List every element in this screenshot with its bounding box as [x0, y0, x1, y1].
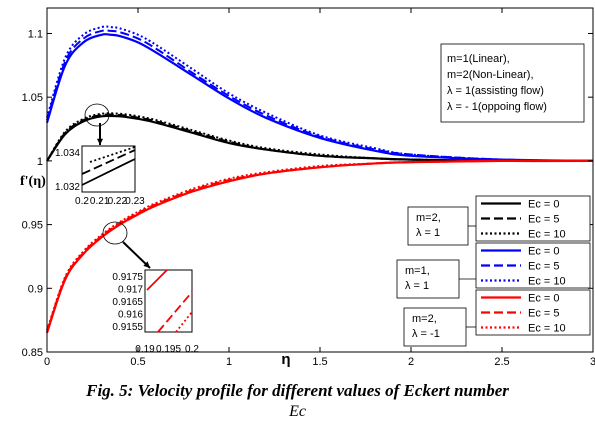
zoom-circle-2 [102, 221, 128, 245]
legend-label-7: Ec = 0 [528, 293, 560, 305]
x-tick-label-4: 2 [408, 356, 414, 368]
annotation-line-1: m=1(Linear), [447, 53, 510, 65]
series-line-6 [46, 25, 594, 162]
x-tick-label-5: 2.5 [494, 356, 509, 368]
inset-1-line-3 [89, 146, 136, 163]
zoom-circle-1 [84, 103, 110, 127]
group-label-box-3 [403, 307, 467, 347]
legend-label-5: Ec = 5 [528, 261, 560, 273]
legend-label-8: Ec = 5 [528, 308, 560, 320]
legend-label-6: Ec = 10 [528, 276, 566, 288]
y-tick-label-1: 0.9 [28, 283, 43, 295]
y-tick-label-0: 0.85 [22, 347, 43, 359]
x-tick-label-1: 0.5 [130, 356, 145, 368]
series-line-3 [46, 112, 594, 162]
inset-2-y-tick-1: 0.917 [118, 285, 143, 296]
inset-2-y-tick-0: 0.9175 [112, 272, 143, 283]
legend-label-9: Ec = 10 [528, 323, 566, 335]
inset-1-x-tick-0: 0.2 [75, 196, 89, 207]
group-label-box-2 [396, 259, 460, 299]
y-tick-label-3: 1 [37, 156, 43, 168]
y-axis-label: f'(η) [20, 174, 46, 189]
x-tick-label-6: 3 [590, 356, 595, 368]
inset-2-y-tick-4: 0.9155 [112, 322, 143, 333]
inset-2-x-tick-1: 0.195 [156, 344, 181, 355]
legend-label-3: Ec = 10 [528, 229, 566, 241]
group-label-2-line-2: λ = 1 [405, 280, 429, 292]
inset-2-line-1 [146, 269, 168, 291]
series-line-8 [46, 159, 594, 332]
group-label-1-line-2: λ = 1 [416, 227, 440, 239]
inset-2-line-2 [157, 291, 193, 333]
series-line-4 [45, 33, 594, 162]
inset-1-x-tick-1: 0.21 [90, 196, 110, 207]
legend-label-2: Ec = 5 [528, 214, 560, 226]
axes: 0 0.5 1 1.5 2 2.5 3 0.85 0.9 0.95 1 1.05 1.1 η f'(η) [20, 7, 595, 368]
group-label-1-line-1: m=2, [416, 212, 441, 224]
inset-1-x-tick-3: 0.23 [125, 196, 145, 207]
zoom-arrowhead-1 [96, 138, 104, 145]
figure-caption: Fig. 5: Velocity profile for different v… [86, 381, 509, 400]
y-tick-label-5: 1.1 [28, 28, 43, 40]
x-axis-label: η [281, 351, 290, 368]
zoom-arrowhead-2 [143, 261, 150, 268]
inset-2-y-tick-3: 0.916 [118, 310, 143, 321]
annotation-line-2: m=2(Non-Linear), [447, 69, 534, 81]
inset-1-line-2 [81, 149, 136, 175]
x-tick-label-2: 1 [226, 356, 232, 368]
inset-2-x-tick-2: 0.2 [185, 344, 199, 355]
figure-caption-symbol: Ec [289, 403, 306, 420]
annotation-frame [440, 43, 585, 123]
legend: Ec = 0 Ec = 5 Ec = 10 m=2, λ = 1 Ec = 0 Ec = 5… [396, 195, 591, 347]
x-tick-label-0: 0 [44, 356, 50, 368]
annotation-line-3: λ = 1(assisting flow) [447, 85, 544, 97]
y-tick-label-4: 1.05 [22, 92, 43, 104]
annotation-box: m=1(Linear), m=2(Non-Linear), λ = 1(assist… [440, 43, 585, 123]
inset-2-x-tick-0: 0.19 [135, 344, 155, 355]
annotation-line-4: λ = - 1(oppoing flow) [447, 101, 547, 113]
x-tick-label-3: 1.5 [312, 356, 327, 368]
series-line-1 [46, 114, 594, 163]
inset-1-line-1 [81, 158, 136, 186]
group-label-2-line-1: m=1, [405, 265, 430, 277]
y-tick-label-2: 0.95 [22, 220, 43, 232]
inset-2-y-tick-2: 0.9165 [112, 297, 143, 308]
inset-frame-1 [81, 145, 136, 193]
plot-area [45, 25, 594, 334]
group-label-3-line-1: m=2, [412, 313, 437, 325]
inset-1-y-tick-1: 1.032 [55, 182, 80, 193]
inset-1-x-tick-2: 0.22 [108, 196, 128, 207]
inset-1-y-tick-0: 1.034 [55, 148, 80, 159]
legend-label-4: Ec = 0 [528, 246, 560, 258]
legend-label-1: Ec = 0 [528, 199, 560, 211]
group-label-3-line-2: λ = -1 [412, 328, 440, 340]
series-line-2 [46, 113, 594, 162]
